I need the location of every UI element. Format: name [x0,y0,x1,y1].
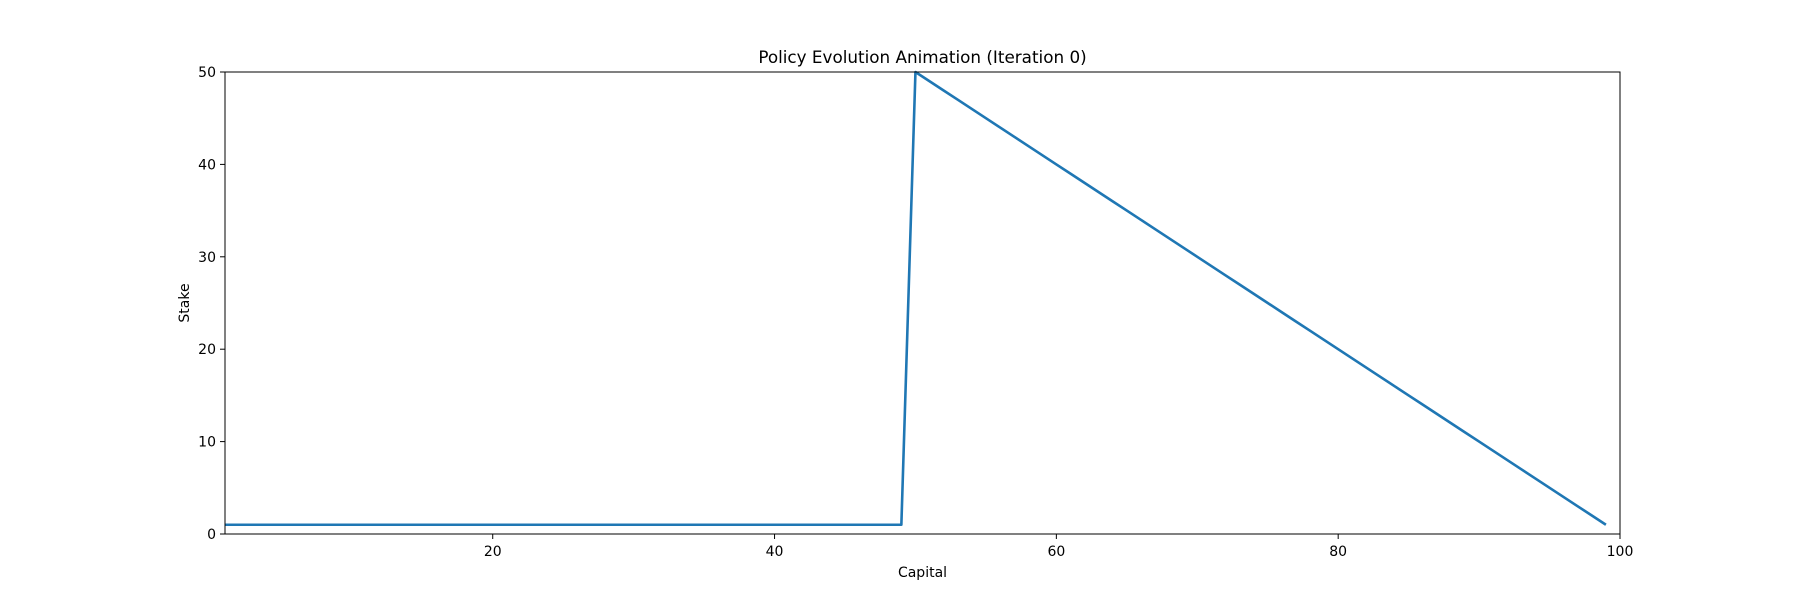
x-tick-label: 100 [1607,544,1634,560]
x-tick-label: 20 [484,544,502,560]
axes-frame [224,71,1621,535]
y-tick-label: 30 [198,250,216,266]
y-axis-label: Stake [177,283,193,322]
series-layer [225,70,1607,527]
y-tick-label: 40 [198,157,216,173]
y-tick-label: 20 [198,342,216,358]
x-tick-label: 60 [1047,544,1065,560]
x-tick-label: 80 [1329,544,1347,560]
x-tick-label: 40 [766,544,784,560]
y-tick-label: 10 [198,435,216,451]
series-line-0 [225,70,1607,527]
y-axis-ticks: 0 10 20 30 40 50 [198,65,225,543]
y-tick-label: 0 [207,527,216,543]
y-tick-label: 50 [198,65,216,81]
x-axis-label: Capital [898,565,947,581]
chart-title: Policy Evolution Animation (Iteration 0) [758,47,1086,67]
x-axis-ticks: 20 40 60 80 100 [484,534,1634,560]
